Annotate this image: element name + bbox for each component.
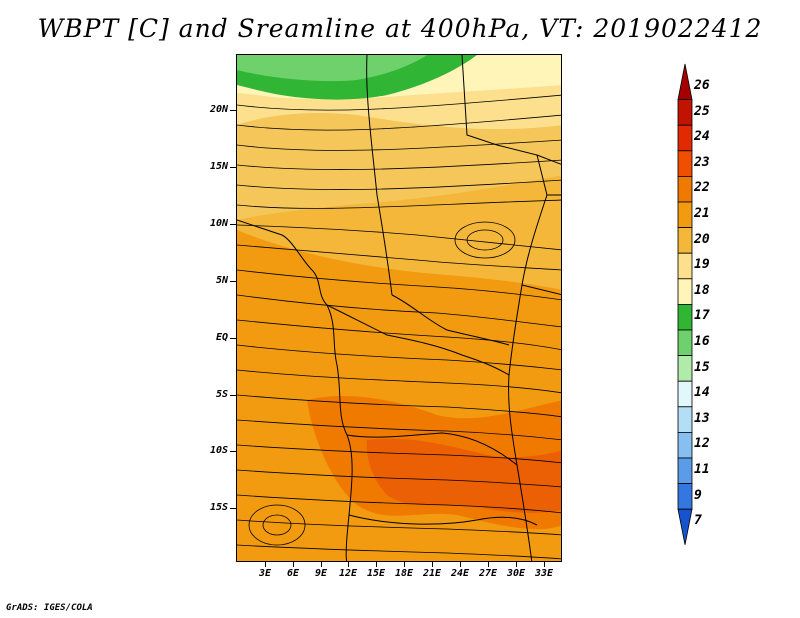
lon-label: 21E [422,568,442,579]
lat-tick [230,167,236,168]
colorbar-swatch [677,483,693,510]
lat-label: 20N [209,104,228,115]
lat-tick [230,110,236,111]
colorbar-label: 19 [694,257,710,273]
lon-tick [348,562,349,567]
coastline-borders [237,55,561,561]
lat-tick [230,395,236,396]
lon-tick [376,562,377,567]
field-band-23 [366,438,561,513]
colorbar-swatch [677,329,693,357]
lat-label: 15S [209,502,228,513]
colorbar-label: 22 [694,180,710,196]
lon-label: 30E [506,568,526,579]
colorbar-swatch [677,303,693,331]
lat-tick [230,338,236,339]
map-canvas [237,55,561,561]
colorbar-swatch [677,99,693,126]
lat-label: 5N [215,275,228,286]
colorbar-label: 12 [694,436,710,452]
lat-label: 10N [209,218,228,229]
colorbar [677,63,693,545]
colorbar-swatch [677,227,693,254]
lon-label: 6E [286,568,300,579]
colorbar-label: 20 [694,231,710,247]
lon-label: 3E [258,568,272,579]
lon-tick [265,562,266,567]
field-band-16 [237,55,427,82]
lon-tick [544,562,545,567]
colorbar-label: 16 [694,334,710,349]
colorbar-swatch [677,124,693,152]
lat-tick [230,281,236,282]
colorbar-swatch [677,406,693,433]
lat-label: EQ [215,332,228,343]
colorbar-label: 15 [694,359,710,375]
colorbar-label: 17 [694,308,710,324]
lon-label: 15E [366,568,386,579]
lon-label: 18E [394,568,414,579]
colorbar-label: 24 [694,129,710,145]
colorbar-label: 21 [694,206,710,221]
lat-label: 15N [209,161,228,172]
lon-tick [321,562,322,567]
lat-label: 5S [215,389,228,400]
colorbar-swatch [677,457,693,485]
streamlines [237,94,561,560]
colorbar-label: 25 [694,103,710,119]
lon-label: 33E [534,568,554,579]
map-panel [236,54,562,562]
colorbar-swatch [677,252,693,280]
colorbar-label: 9 [694,487,702,503]
lon-label: 24E [450,568,470,579]
colorbar-label: 13 [694,410,710,426]
colorbar-label: 26 [694,78,710,93]
lat-label: 10S [209,445,228,456]
colorbar-swatch [677,380,693,408]
colorbar-swatch [677,355,693,382]
lon-tick [460,562,461,567]
colorbar-swatch [677,63,693,100]
colorbar-label: 23 [694,154,710,170]
colorbar-label: 14 [694,385,710,401]
lon-tick [293,562,294,567]
colorbar-label: 11 [694,462,710,477]
lon-tick [516,562,517,567]
colorbar-label: 18 [694,282,710,298]
lon-label: 12E [338,568,358,579]
lon-tick [488,562,489,567]
colorbar-swatch [677,278,693,305]
lat-tick [230,224,236,225]
lon-tick [432,562,433,567]
colorbar-swatch [677,201,693,229]
lon-tick [404,562,405,567]
colorbar-label: 7 [694,513,702,529]
colorbar-swatch [677,508,693,545]
chart-title: WBPT [C] and Sreamline at 400hPa, VT: 20… [37,14,763,43]
colorbar-swatch [677,150,693,177]
lat-tick [230,508,236,509]
lon-label: 9E [314,568,328,579]
lon-label: 27E [478,568,498,579]
colorbar-swatch [677,176,693,203]
lat-tick [230,451,236,452]
colorbar-swatch [677,431,693,459]
credit-text: GrADS: IGES/COLA [6,603,93,613]
